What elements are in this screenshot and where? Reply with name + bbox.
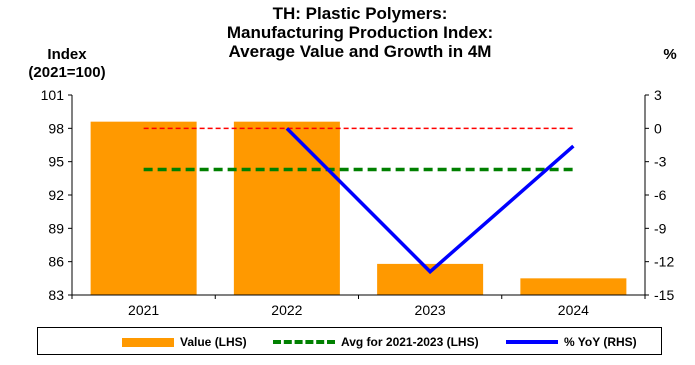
legend-item-value: Value (LHS) (122, 334, 247, 350)
x-tick-label-2021: 2021 (128, 302, 159, 318)
right-tick-label: 0 (654, 120, 662, 136)
right-tick-label: -9 (654, 220, 667, 236)
right-axis-label: % (663, 46, 677, 63)
legend-label-value: Value (LHS) (180, 335, 247, 349)
right-tick-label: -12 (654, 254, 674, 270)
bar-2023 (377, 263, 484, 295)
legend-swatch-bar (122, 337, 174, 347)
right-tick-label: 3 (654, 87, 662, 103)
legend-swatch-dash (273, 340, 335, 344)
left-tick-label: 98 (48, 120, 64, 136)
x-tick-label-2023: 2023 (415, 302, 446, 318)
right-tick-label: -6 (654, 187, 667, 203)
legend-swatch-line (506, 340, 558, 344)
legend-label-avg: Avg for 2021-2023 (LHS) (341, 335, 479, 349)
left-axis-label-2: (2021=100) (28, 64, 106, 81)
x-tick-label-2024: 2024 (558, 302, 589, 318)
chart-plot: 83 86 89 92 95 98 101 -15 -12 -9 -6 -3 0 3 2021 2022 202… (41, 87, 675, 318)
legend-item-yoy: % YoY (RHS) (506, 334, 637, 350)
left-tick-label: 101 (41, 87, 65, 103)
chart-title-line-2: Manufacturing Production Index: (226, 23, 494, 42)
left-tick-label: 86 (48, 254, 64, 270)
left-axis-label-1: Index (47, 46, 87, 63)
left-tick-label: 92 (48, 187, 64, 203)
left-tick-label: 95 (48, 154, 64, 170)
left-tick-label: 83 (48, 287, 64, 303)
bar-2022 (233, 121, 340, 296)
chart-title-line-1: TH: Plastic Polymers: (272, 4, 448, 23)
legend-item-avg: Avg for 2021-2023 (LHS) (273, 334, 479, 350)
right-tick-label: -15 (654, 287, 674, 303)
chart-title-line-3: Average Value and Growth in 4M (228, 42, 492, 61)
right-tick-label: -3 (654, 154, 667, 170)
yoy-line (285, 127, 575, 275)
bar-2024 (520, 278, 627, 295)
x-tick-label-2022: 2022 (271, 302, 302, 318)
left-tick-label: 89 (48, 220, 64, 236)
chart-legend: Value (LHS) Avg for 2021-2023 (LHS) % Yo… (37, 327, 662, 355)
legend-label-yoy: % YoY (RHS) (564, 335, 637, 349)
bar-2021 (90, 121, 197, 296)
